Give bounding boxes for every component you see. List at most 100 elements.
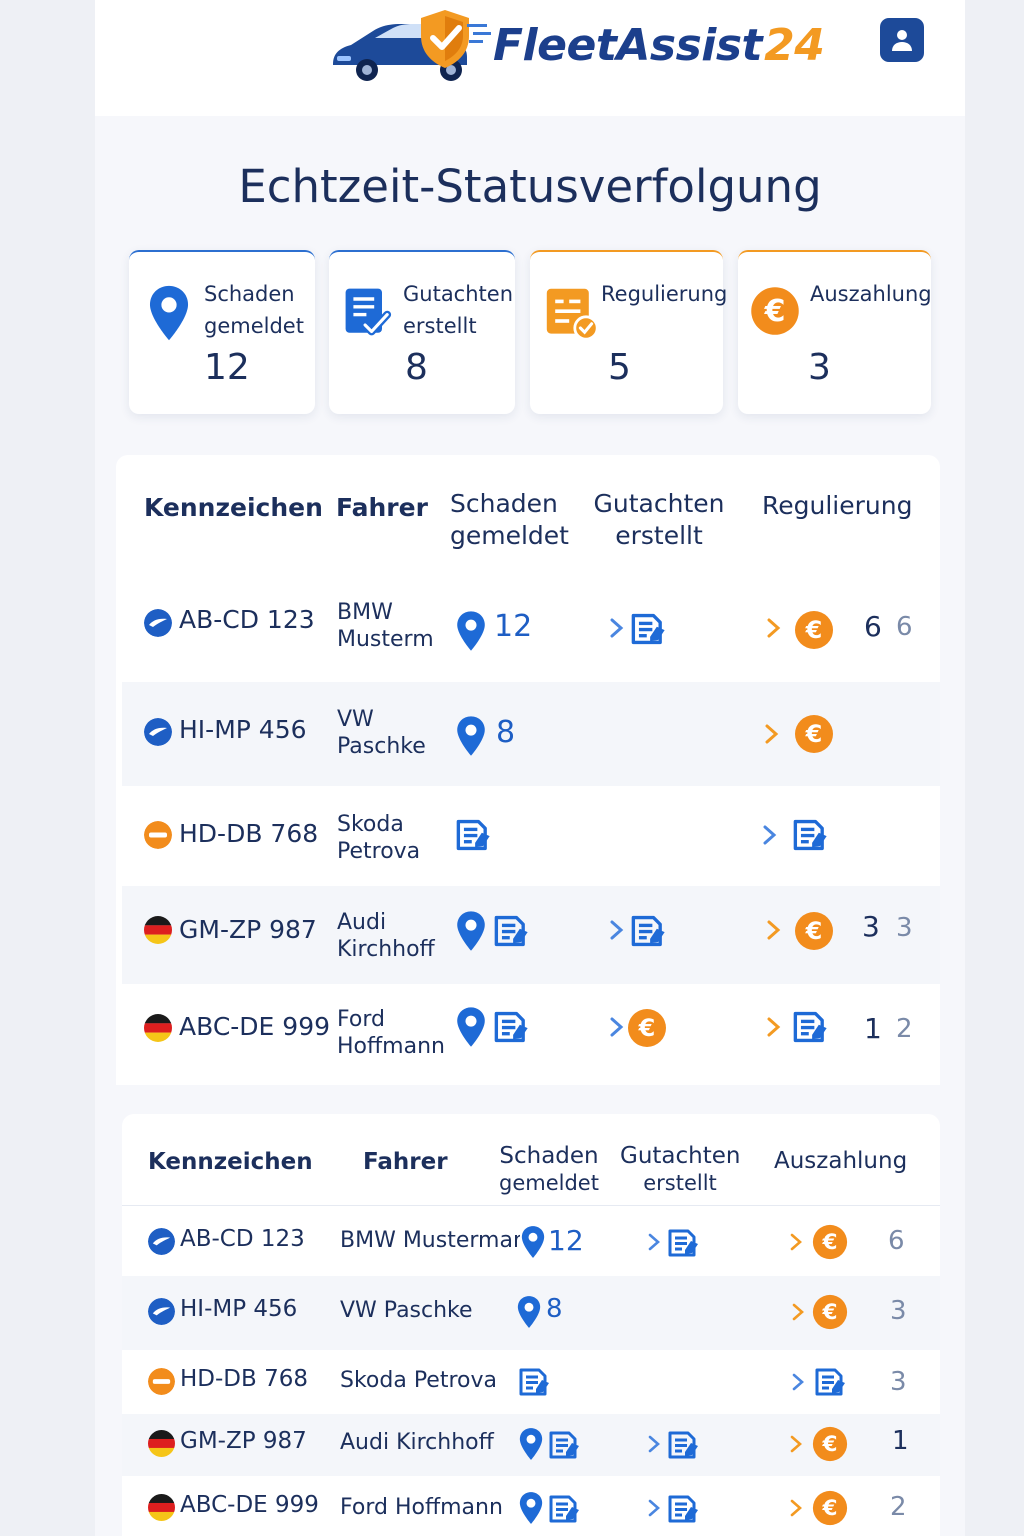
map-pin-icon (147, 284, 191, 342)
flag-icon (148, 1368, 175, 1395)
euro-icon (812, 1490, 848, 1526)
card-count: 8 (405, 347, 428, 388)
euro-icon (750, 286, 800, 336)
secondary-count: 3 (896, 913, 913, 943)
column-header-driver: Fahrer (363, 1149, 448, 1175)
payout-count: 3 (890, 1367, 907, 1397)
status-card-report-created[interactable]: Gutachten erstellt 8 (329, 250, 515, 414)
euro-icon (812, 1426, 848, 1462)
column-header-plate: Kennzeichen (148, 1149, 313, 1175)
card-label: Auszahlung (810, 282, 932, 306)
car-shield-logo-icon (327, 4, 497, 86)
driver-name: VW Paschke (340, 1298, 473, 1323)
map-pin-icon (520, 1225, 546, 1259)
document-icon (548, 1494, 582, 1524)
driver-name: Audi Kirchhoff (340, 1430, 494, 1455)
document-icon (548, 1430, 582, 1460)
payout-count: 6 (888, 1226, 905, 1256)
card-count: 5 (608, 347, 631, 388)
secondary-count: 6 (896, 612, 913, 642)
driver-name: Audi Kirchhoff (337, 910, 435, 962)
table-row[interactable]: ABC-DE 999 Ford Hoffmann 1 2 (122, 984, 940, 1082)
document-icon (667, 1430, 701, 1460)
progress-arrow (572, 1303, 804, 1321)
document-icon (518, 1367, 552, 1397)
status-card-payout[interactable]: Auszahlung 3 (738, 250, 932, 414)
document-icon (814, 1367, 848, 1397)
payout-count: 1 (892, 1426, 909, 1456)
flag-icon (144, 609, 172, 637)
table-row[interactable]: ABC-DE 999 Ford Hoffmann 2 (122, 1476, 940, 1536)
plate-number: ABC-DE 999 (180, 1492, 319, 1518)
plate-number: AB-CD 123 (179, 605, 315, 634)
brand-logo[interactable]: FleetAssist24 (327, 4, 825, 86)
status-card-damage-reported[interactable]: Schaden gemeldet 12 (129, 250, 315, 414)
german-flag-icon (144, 916, 172, 944)
driver-name: Skoda Petrova (337, 812, 421, 864)
plate-number: AB-CD 123 (180, 1226, 305, 1252)
german-flag-icon (148, 1430, 175, 1457)
column-header-damage: Schaden gemeldet (499, 1143, 599, 1195)
column-header-settlement: Regulierung (762, 491, 913, 520)
german-flag-icon (148, 1494, 175, 1521)
user-icon (892, 30, 912, 51)
app-frame: FleetAssist24 Echtzeit-Statusverfolgung … (95, 0, 965, 1536)
progress-arrow (537, 618, 624, 638)
settlement-count: 6 (864, 610, 882, 643)
top-header: FleetAssist24 (95, 0, 965, 116)
document-check-icon (345, 288, 392, 336)
document-icon (792, 818, 830, 852)
table-row[interactable]: HD-DB 768 Skoda Petrova (122, 786, 940, 886)
table-row[interactable]: HD-DB 768 Skoda Petrova 3 (122, 1350, 940, 1414)
progress-arrow (710, 1499, 802, 1517)
progress-arrow (500, 825, 777, 845)
progress-arrow (588, 1233, 660, 1251)
plate-number: HI-MP 456 (179, 715, 307, 744)
table-row[interactable]: GM-ZP 987 Audi Kirchhoff 3 3 (122, 886, 940, 984)
payout-count: 2 (890, 1492, 907, 1522)
plate-number: HI-MP 456 (180, 1296, 298, 1322)
euro-icon (794, 714, 834, 754)
column-header-payout: Auszahlung (774, 1148, 908, 1174)
progress-arrow (677, 1017, 781, 1037)
document-icon (630, 914, 668, 948)
column-header-driver: Fahrer (336, 493, 428, 522)
table-row[interactable]: HI-MP 456 VW Paschke 8 (122, 682, 940, 786)
table-row[interactable]: AB-CD 123 BMW Mustermann 12 6 (122, 1206, 940, 1276)
euro-icon (812, 1294, 848, 1330)
card-label: Gutachten erstellt (403, 282, 514, 338)
column-header-plate: Kennzeichen (144, 493, 323, 522)
user-profile-button[interactable] (880, 18, 924, 62)
table-row[interactable]: HI-MP 456 VW Paschke 8 3 (122, 1276, 940, 1350)
table-row[interactable]: AB-CD 123 BMW Musterm 12 6 6 (122, 572, 940, 682)
flag-icon (144, 718, 172, 746)
driver-name: BMW Mustermann (340, 1228, 520, 1253)
plate-number: HD-DB 768 (179, 819, 319, 848)
plate-number: HD-DB 768 (180, 1366, 309, 1392)
document-icon (455, 818, 493, 852)
card-count: 3 (808, 347, 831, 388)
brand-text: FleetAssist (493, 19, 763, 71)
payout-count: 3 (890, 1296, 907, 1326)
progress-arrow (677, 618, 781, 638)
page-title: Echtzeit-Statusverfolgung (238, 160, 822, 213)
header-divider (122, 1205, 940, 1206)
progress-arrow (677, 920, 781, 940)
damage-count: 12 (548, 1224, 584, 1257)
table-row[interactable]: GM-ZP 987 Audi Kirchhoff 1 (122, 1414, 940, 1476)
euro-icon (627, 1008, 667, 1048)
flag-icon (144, 821, 172, 849)
driver-name: Ford Hoffmann (340, 1495, 503, 1520)
document-icon (667, 1228, 701, 1258)
progress-arrow (522, 724, 779, 744)
progress-arrow (537, 920, 624, 940)
euro-icon (794, 610, 834, 650)
settlement-count: 1 (864, 1012, 882, 1045)
driver-name: BMW Musterm (337, 600, 434, 652)
brand-name: FleetAssist24 (493, 19, 825, 71)
status-card-settlement[interactable]: Regulierung 5 (530, 250, 727, 414)
progress-arrow (558, 1373, 804, 1391)
document-icon (630, 612, 668, 646)
column-header-report: Gutachten erstellt (620, 1143, 741, 1195)
column-header-damage: Schaden gemeldet (450, 489, 569, 550)
